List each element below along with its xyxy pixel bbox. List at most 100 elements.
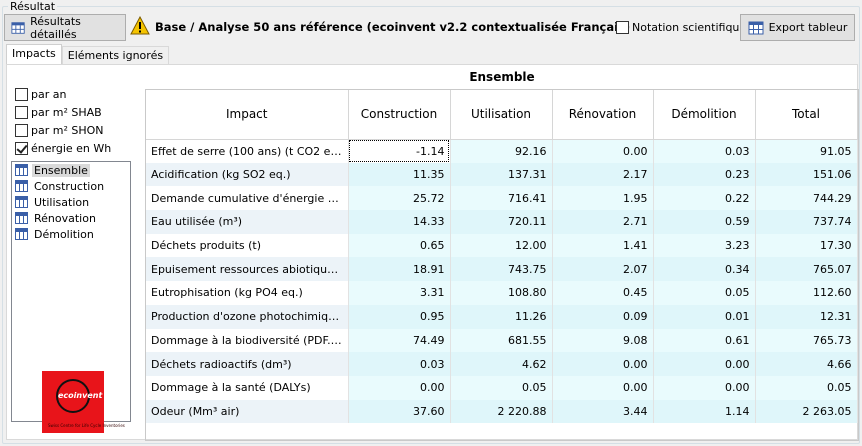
option-per-m2-shon[interactable]: par m² SHON <box>15 124 104 137</box>
impact-name-cell[interactable]: Déchets produits (t) <box>146 233 349 258</box>
tab-impacts[interactable]: Impacts <box>6 44 62 66</box>
value-cell[interactable]: 0.34 <box>653 257 756 282</box>
column-header-total[interactable]: Total <box>755 90 858 140</box>
table-row[interactable]: Production d'ozone photochimique (kg ...… <box>146 304 858 329</box>
impact-name-cell[interactable]: Odeur (Mm³ air) <box>146 399 349 424</box>
option-per-m2-shab[interactable]: par m² SHAB <box>15 106 102 119</box>
impact-name-cell[interactable]: Effet de serre (100 ans) (t CO2 eq.) <box>146 139 349 163</box>
impact-name-cell[interactable]: Demande cumulative d'énergie (MWh) <box>146 186 349 211</box>
value-cell[interactable]: 25.72 <box>348 186 451 211</box>
table-row[interactable]: Effet de serre (100 ans) (t CO2 eq.) -1.1… <box>146 139 858 163</box>
impact-name-cell[interactable]: Eutrophisation (kg PO4 eq.) <box>146 281 349 305</box>
value-cell[interactable]: 716.41 <box>450 186 553 211</box>
value-cell[interactable]: 4.62 <box>450 352 553 376</box>
value-cell[interactable]: 2 263.05 <box>755 399 858 424</box>
value-cell[interactable]: 0.59 <box>653 210 756 234</box>
table-row[interactable]: Déchets radioactifs (dm³) 0.03 4.62 0.00 0.0… <box>146 352 858 376</box>
value-cell[interactable]: 0.00 <box>653 375 756 400</box>
tree-item-demolition[interactable]: Démolition <box>12 226 130 242</box>
value-cell[interactable]: 0.22 <box>653 186 756 211</box>
value-cell[interactable]: 0.00 <box>348 375 451 400</box>
value-cell[interactable]: 2.71 <box>552 210 654 234</box>
column-header-utilisation[interactable]: Utilisation <box>450 90 553 140</box>
tree-item-construction[interactable]: Construction <box>12 178 130 194</box>
value-cell[interactable]: 1.95 <box>552 186 654 211</box>
table-row[interactable]: Epuisement ressources abiotiques (kg ...… <box>146 257 858 282</box>
column-header-construction[interactable]: Construction <box>348 90 451 140</box>
energy-wh-box[interactable] <box>15 142 28 155</box>
table-row[interactable]: Acidification (kg SO2 eq.) 11.35 137.31 2.1… <box>146 162 858 187</box>
scientific-notation-checkbox[interactable]: Notation scientifique <box>616 21 746 34</box>
value-cell[interactable]: 3.44 <box>552 399 654 424</box>
column-header-renovation[interactable]: Rénovation <box>552 90 654 140</box>
value-cell[interactable]: 37.60 <box>348 399 451 424</box>
value-cell[interactable]: 1.14 <box>653 399 756 424</box>
value-cell[interactable]: 0.45 <box>552 281 654 305</box>
value-cell[interactable]: 3.23 <box>653 233 756 258</box>
value-cell[interactable]: 92.16 <box>450 139 553 163</box>
column-header-demolition[interactable]: Démolition <box>653 90 756 140</box>
value-cell[interactable]: 0.01 <box>653 304 756 329</box>
value-cell[interactable]: 2.17 <box>552 162 654 187</box>
impact-name-cell[interactable]: Eau utilisée (m³) <box>146 210 349 234</box>
value-cell[interactable]: -1.14 <box>348 139 451 163</box>
per-year-box[interactable] <box>15 88 28 101</box>
value-cell[interactable]: 2.07 <box>552 257 654 282</box>
value-cell[interactable]: 151.06 <box>755 162 858 187</box>
value-cell[interactable]: 744.29 <box>755 186 858 211</box>
tree-item-renovation[interactable]: Rénovation <box>12 210 130 226</box>
value-cell[interactable]: 1.41 <box>552 233 654 258</box>
impact-name-cell[interactable]: Production d'ozone photochimique (kg ... <box>146 304 349 329</box>
value-cell[interactable]: 17.30 <box>755 233 858 258</box>
impact-name-cell[interactable]: Dommage à la santé (DALYs) <box>146 375 349 400</box>
value-cell[interactable]: 0.03 <box>653 139 756 163</box>
per-m2-shon-box[interactable] <box>15 124 28 137</box>
value-cell[interactable]: 681.55 <box>450 328 553 353</box>
value-cell[interactable]: 91.05 <box>755 139 858 163</box>
tree-item-ensemble[interactable]: Ensemble <box>12 162 130 178</box>
table-row[interactable]: Dommage à la santé (DALYs) 0.00 0.05 0.00 0.… <box>146 375 858 400</box>
value-cell[interactable]: 12.31 <box>755 304 858 329</box>
option-energy-wh[interactable]: énergie en Wh <box>15 142 111 155</box>
value-cell[interactable]: 3.31 <box>348 281 451 305</box>
value-cell[interactable]: 0.05 <box>653 281 756 305</box>
value-cell[interactable]: 0.09 <box>552 304 654 329</box>
value-cell[interactable]: 2 220.88 <box>450 399 553 424</box>
option-per-year[interactable]: par an <box>15 88 66 101</box>
value-cell[interactable]: 11.26 <box>450 304 553 329</box>
scientific-notation-box[interactable] <box>616 21 629 34</box>
table-row[interactable]: Eau utilisée (m³) 14.33 720.11 2.71 0.59 737.… <box>146 210 858 234</box>
value-cell[interactable]: 720.11 <box>450 210 553 234</box>
tree-item-utilisation[interactable]: Utilisation <box>12 194 130 210</box>
value-cell[interactable]: 765.73 <box>755 328 858 353</box>
impact-name-cell[interactable]: Epuisement ressources abiotiques (kg ... <box>146 257 349 282</box>
value-cell[interactable]: 11.35 <box>348 162 451 187</box>
table-row[interactable]: Demande cumulative d'énergie (MWh) 25.72 7… <box>146 186 858 211</box>
value-cell[interactable]: 18.91 <box>348 257 451 282</box>
value-cell[interactable]: 4.66 <box>755 352 858 376</box>
value-cell[interactable]: 9.08 <box>552 328 654 353</box>
table-row[interactable]: Odeur (Mm³ air) 37.60 2 220.88 3.44 1.14 2 26… <box>146 399 858 424</box>
export-spreadsheet-button[interactable]: Export tableur <box>740 14 855 41</box>
value-cell[interactable]: 765.07 <box>755 257 858 282</box>
table-row[interactable]: Eutrophisation (kg PO4 eq.) 3.31 108.80 0.4… <box>146 281 858 305</box>
value-cell[interactable]: 737.74 <box>755 210 858 234</box>
value-cell[interactable]: 0.00 <box>653 352 756 376</box>
value-cell[interactable]: 137.31 <box>450 162 553 187</box>
value-cell[interactable]: 74.49 <box>348 328 451 353</box>
value-cell[interactable]: 0.00 <box>552 139 654 163</box>
value-cell[interactable]: 0.23 <box>653 162 756 187</box>
value-cell[interactable]: 0.61 <box>653 328 756 353</box>
value-cell[interactable]: 12.00 <box>450 233 553 258</box>
impact-name-cell[interactable]: Dommage à la biodiversité (PDF.m².an) <box>146 328 349 353</box>
value-cell[interactable]: 108.80 <box>450 281 553 305</box>
per-m2-shab-box[interactable] <box>15 106 28 119</box>
value-cell[interactable]: 0.05 <box>450 375 553 400</box>
table-row[interactable]: Dommage à la biodiversité (PDF.m².an) 74.… <box>146 328 858 353</box>
impact-name-cell[interactable]: Acidification (kg SO2 eq.) <box>146 162 349 187</box>
value-cell[interactable]: 0.00 <box>552 352 654 376</box>
column-header-impact[interactable]: Impact <box>146 90 349 140</box>
value-cell[interactable]: 0.95 <box>348 304 451 329</box>
detailed-results-button[interactable]: Résultats détaillés <box>4 14 126 41</box>
value-cell[interactable]: 14.33 <box>348 210 451 234</box>
